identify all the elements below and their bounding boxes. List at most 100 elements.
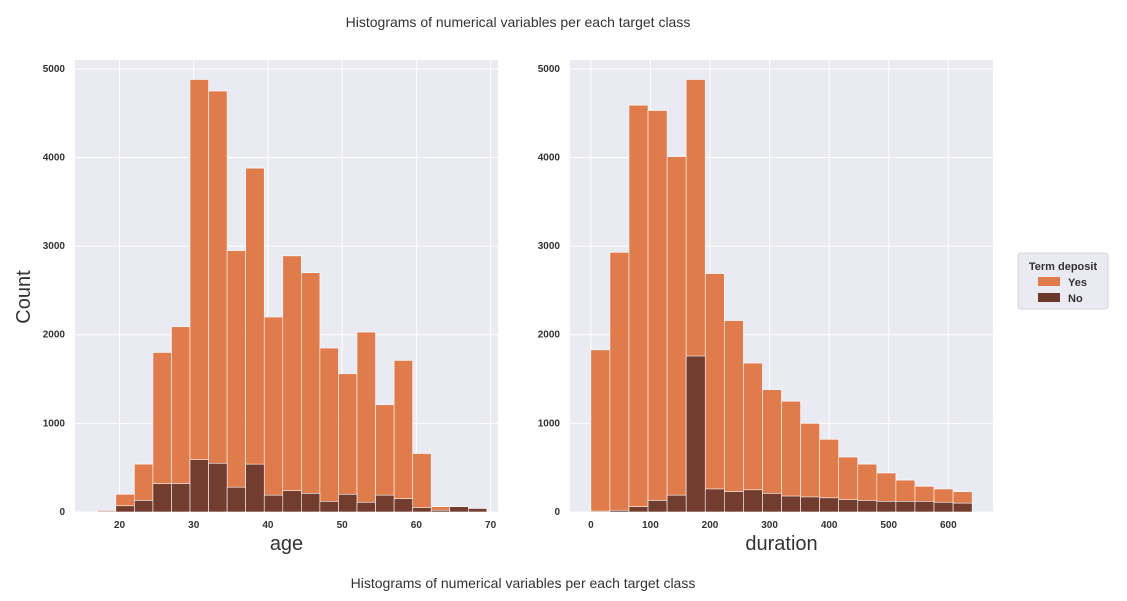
legend-swatch-no: [1038, 293, 1060, 302]
x-tick-label: 400: [821, 520, 838, 531]
bar-no: [152, 483, 172, 513]
x-tick-label: 100: [642, 520, 659, 531]
bar-no: [952, 502, 973, 513]
bar-yes: [245, 167, 265, 513]
bar-no: [338, 493, 358, 513]
bar-no: [590, 510, 611, 513]
y-tick-label: 0: [59, 507, 65, 518]
bar-yes: [338, 373, 358, 513]
y-tick-label: 1000: [43, 418, 66, 429]
x-tick-label: 20: [114, 520, 126, 531]
bar-yes: [282, 255, 302, 513]
bar-no: [857, 500, 878, 513]
x-tick-label: 30: [188, 520, 200, 531]
y-tick-label: 2000: [43, 330, 66, 341]
bar-no: [449, 506, 469, 513]
bar-yes: [189, 79, 209, 513]
y-axis-label: Count: [13, 270, 35, 324]
bar-no: [412, 507, 432, 513]
y-tick-label: 0: [554, 507, 560, 518]
x-tick-label: 40: [262, 520, 274, 531]
y-tick-label: 2000: [538, 330, 561, 341]
bar-yes: [393, 360, 413, 513]
bar-no: [115, 505, 135, 513]
bar-no: [704, 488, 725, 513]
x-axis-label: duration: [745, 533, 817, 555]
y-tick-label: 4000: [43, 152, 66, 163]
bar-no: [96, 510, 117, 513]
bar-no: [895, 501, 916, 513]
bar-no: [430, 509, 451, 513]
bar-no: [226, 486, 246, 513]
bar-yes: [412, 453, 432, 513]
bar-no: [914, 501, 935, 513]
legend-title: Term deposit: [1029, 261, 1098, 273]
bar-no: [724, 491, 744, 513]
bar-no: [647, 500, 668, 513]
y-tick-label: 3000: [538, 241, 561, 252]
x-tick-label: 60: [411, 520, 423, 531]
legend-label-no: No: [1068, 293, 1083, 305]
bar-no: [819, 497, 839, 513]
x-tick-label: 0: [588, 520, 594, 531]
bar-no: [245, 463, 265, 513]
x-tick-label: 500: [880, 520, 897, 531]
bar-yes: [704, 273, 725, 513]
y-tick-label: 5000: [43, 64, 66, 75]
bar-no: [208, 462, 228, 513]
bar-no: [301, 493, 321, 513]
bar-no: [134, 500, 154, 513]
bar-yes: [666, 156, 687, 513]
bar-no: [171, 483, 191, 513]
age-histogram: 20 30 40 50 60 70 0 1000 2000 3000 4000 5000 age: [43, 60, 498, 555]
figure-caption: Histograms of numerical variables per ea…: [351, 575, 696, 591]
bar-no: [933, 501, 954, 513]
bar-no: [685, 355, 706, 513]
x-tick-label: 70: [485, 520, 497, 531]
legend-label-yes: Yes: [1068, 277, 1087, 289]
bar-no: [375, 494, 395, 513]
bar-yes: [724, 320, 744, 513]
bar-no: [762, 493, 782, 513]
bar-yes: [208, 90, 228, 513]
bar-no: [282, 490, 302, 513]
bar-yes: [628, 104, 649, 513]
duration-histogram: 0 100 200 300 400 500 600 0 1000 2000 3000 4000 5000…: [538, 60, 993, 555]
bar-no: [356, 501, 376, 513]
legend: Term deposit Yes No: [1017, 252, 1109, 310]
bar-yes: [647, 110, 668, 513]
x-tick-label: 300: [761, 520, 778, 531]
bar-yes: [301, 272, 321, 513]
y-tick-label: 5000: [538, 64, 561, 75]
bar-yes: [263, 316, 284, 513]
x-tick-label: 50: [337, 520, 349, 531]
bar-yes: [609, 252, 630, 513]
figure-title: Histograms of numerical variables per ea…: [346, 14, 691, 30]
x-tick-label: 200: [702, 520, 719, 531]
bar-yes: [226, 250, 246, 513]
x-tick-label: 600: [940, 520, 957, 531]
bar-no: [838, 499, 859, 513]
legend-swatch-yes: [1038, 277, 1060, 286]
bar-no: [263, 494, 284, 513]
bar-no: [628, 506, 649, 513]
y-tick-label: 3000: [43, 241, 66, 252]
bar-yes: [590, 349, 611, 513]
bar-no: [609, 509, 630, 513]
bar-no: [781, 495, 801, 513]
bar-no: [876, 501, 897, 513]
bar-no: [189, 459, 209, 513]
y-tick-label: 1000: [538, 418, 561, 429]
x-axis-label: age: [270, 533, 303, 555]
bar-no: [319, 501, 339, 513]
bar-no: [393, 498, 413, 513]
bar-yes: [319, 347, 339, 513]
y-tick-label: 4000: [538, 152, 561, 163]
bar-yes: [356, 331, 376, 513]
bar-no: [666, 494, 687, 513]
bar-no: [800, 496, 820, 513]
bar-yes: [781, 400, 801, 513]
bar-no: [468, 508, 488, 513]
bar-no: [743, 489, 763, 513]
